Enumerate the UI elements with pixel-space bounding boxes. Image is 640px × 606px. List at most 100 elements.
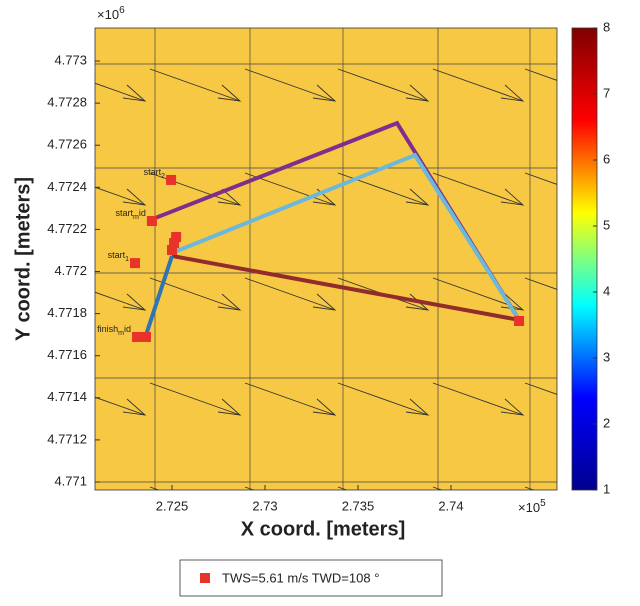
wind-arrow [337,382,429,416]
wind-arrow [95,291,146,311]
wind-arrow-head [312,293,337,311]
wind-arrow-head [406,503,428,519]
y-tick-label: 4.773 [54,52,87,67]
label-tail: id [124,324,131,334]
wind-arrow-head [217,293,242,311]
marker [146,216,157,227]
wind-arrow [244,277,336,311]
marker [514,315,525,326]
colorbar-tick-label: 2 [603,415,610,430]
x-axis-label: X coord. [meters] [241,518,405,540]
label-base: start [144,167,162,177]
wind-field [55,28,615,519]
marker [166,174,177,185]
y-tick-label: 4.7712 [47,431,87,446]
wind-arrow-head [217,398,242,416]
colorbar-tick-label: 5 [603,217,610,232]
marker-label: start2 [144,167,166,179]
colorbar-tick-label: 3 [603,349,610,364]
label-base: start [116,208,134,218]
wind-arrow-head [217,84,242,102]
wind-arrow [149,172,241,206]
wind-arrow-head [122,188,147,206]
wind-arrow [524,172,557,185]
label-base: finish [97,324,118,334]
x-tick-label: 2.74 [438,498,463,513]
y-tick-label: 4.7722 [47,221,87,236]
label-sub: m [118,330,124,337]
y-tick-label: 4.7724 [47,179,87,194]
x-tick-label: 2.725 [156,498,189,513]
wind-arrow-head [312,398,337,416]
wind-arrow-head [123,503,145,519]
wind-arrow [149,68,241,102]
wind-arrow-head [405,188,430,206]
wind-arrow [244,68,336,102]
legend-marker [200,573,210,583]
plot-background [95,28,557,490]
y-axis-label: Y coord. [meters] [12,177,34,341]
wind-arrow-head [500,188,525,206]
marker-label: start1 [108,250,130,262]
marker [169,238,180,249]
marker [167,245,177,256]
colorbar [571,27,598,491]
x-tick-label: 2.73 [252,498,277,513]
route-line [171,253,520,322]
legend-label: TWS=5.61 m/s TWD=108 ° [222,570,379,585]
wind-arrow [432,382,524,416]
y-tick-label: 4.771 [54,473,87,488]
wind-arrow-head [313,503,335,519]
wind-arrow [432,68,524,102]
label-tail: id [139,208,146,218]
wind-arrow [337,68,429,102]
wind-arrow-head [217,188,242,206]
y-tick-label: 4.7716 [47,347,87,362]
marker-label: finishmid [97,324,131,336]
label-base: start [108,250,126,260]
marker-label: startmid [116,208,146,220]
route-line [171,152,521,322]
wind-arrow-head [405,84,430,102]
wind-arrow-head [122,398,147,416]
route-line [143,255,174,339]
wind-arrow [524,382,557,395]
colorbar-tick-label: 6 [603,151,610,166]
wind-arrow [244,382,336,416]
wind-arrow-head [312,84,337,102]
wind-arrow-head [500,398,525,416]
colorbar-tick-label: 1 [603,481,610,496]
wind-arrow-head [500,293,525,311]
colorbar-tick-label: 8 [603,19,610,34]
wind-arrow [55,487,145,519]
wind-arrow [149,382,241,416]
marker [171,232,182,243]
wind-arrow-head [405,398,430,416]
wind-arrow-head [593,503,615,519]
y-tick-label: 4.7726 [47,137,87,152]
colorbar-tick-label: 7 [603,85,610,100]
wind-arrow [95,396,146,416]
y-tick-label: 4.772 [54,263,87,278]
wind-arrow-head [122,293,147,311]
wind-arrow [524,277,557,290]
marker [132,331,143,342]
wind-arrow-head [500,84,525,102]
plot-frame [94,27,558,491]
wind-arrow [95,186,146,206]
x-exponent: ×105 [518,498,546,516]
wind-arrow-head [218,503,240,519]
label-sub: 2 [161,173,165,180]
wind-arrow [432,172,524,206]
y-tick-label: 4.7728 [47,95,87,110]
y-exponent: ×106 [97,5,125,23]
marker [140,331,151,342]
wind-arrow [95,82,146,102]
wind-arrow [524,68,557,81]
label-sub: m [133,214,139,221]
y-tick-label: 4.7718 [47,305,87,320]
x-tick-label: 2.735 [342,498,375,513]
y-tick-label: 4.7714 [47,389,87,404]
